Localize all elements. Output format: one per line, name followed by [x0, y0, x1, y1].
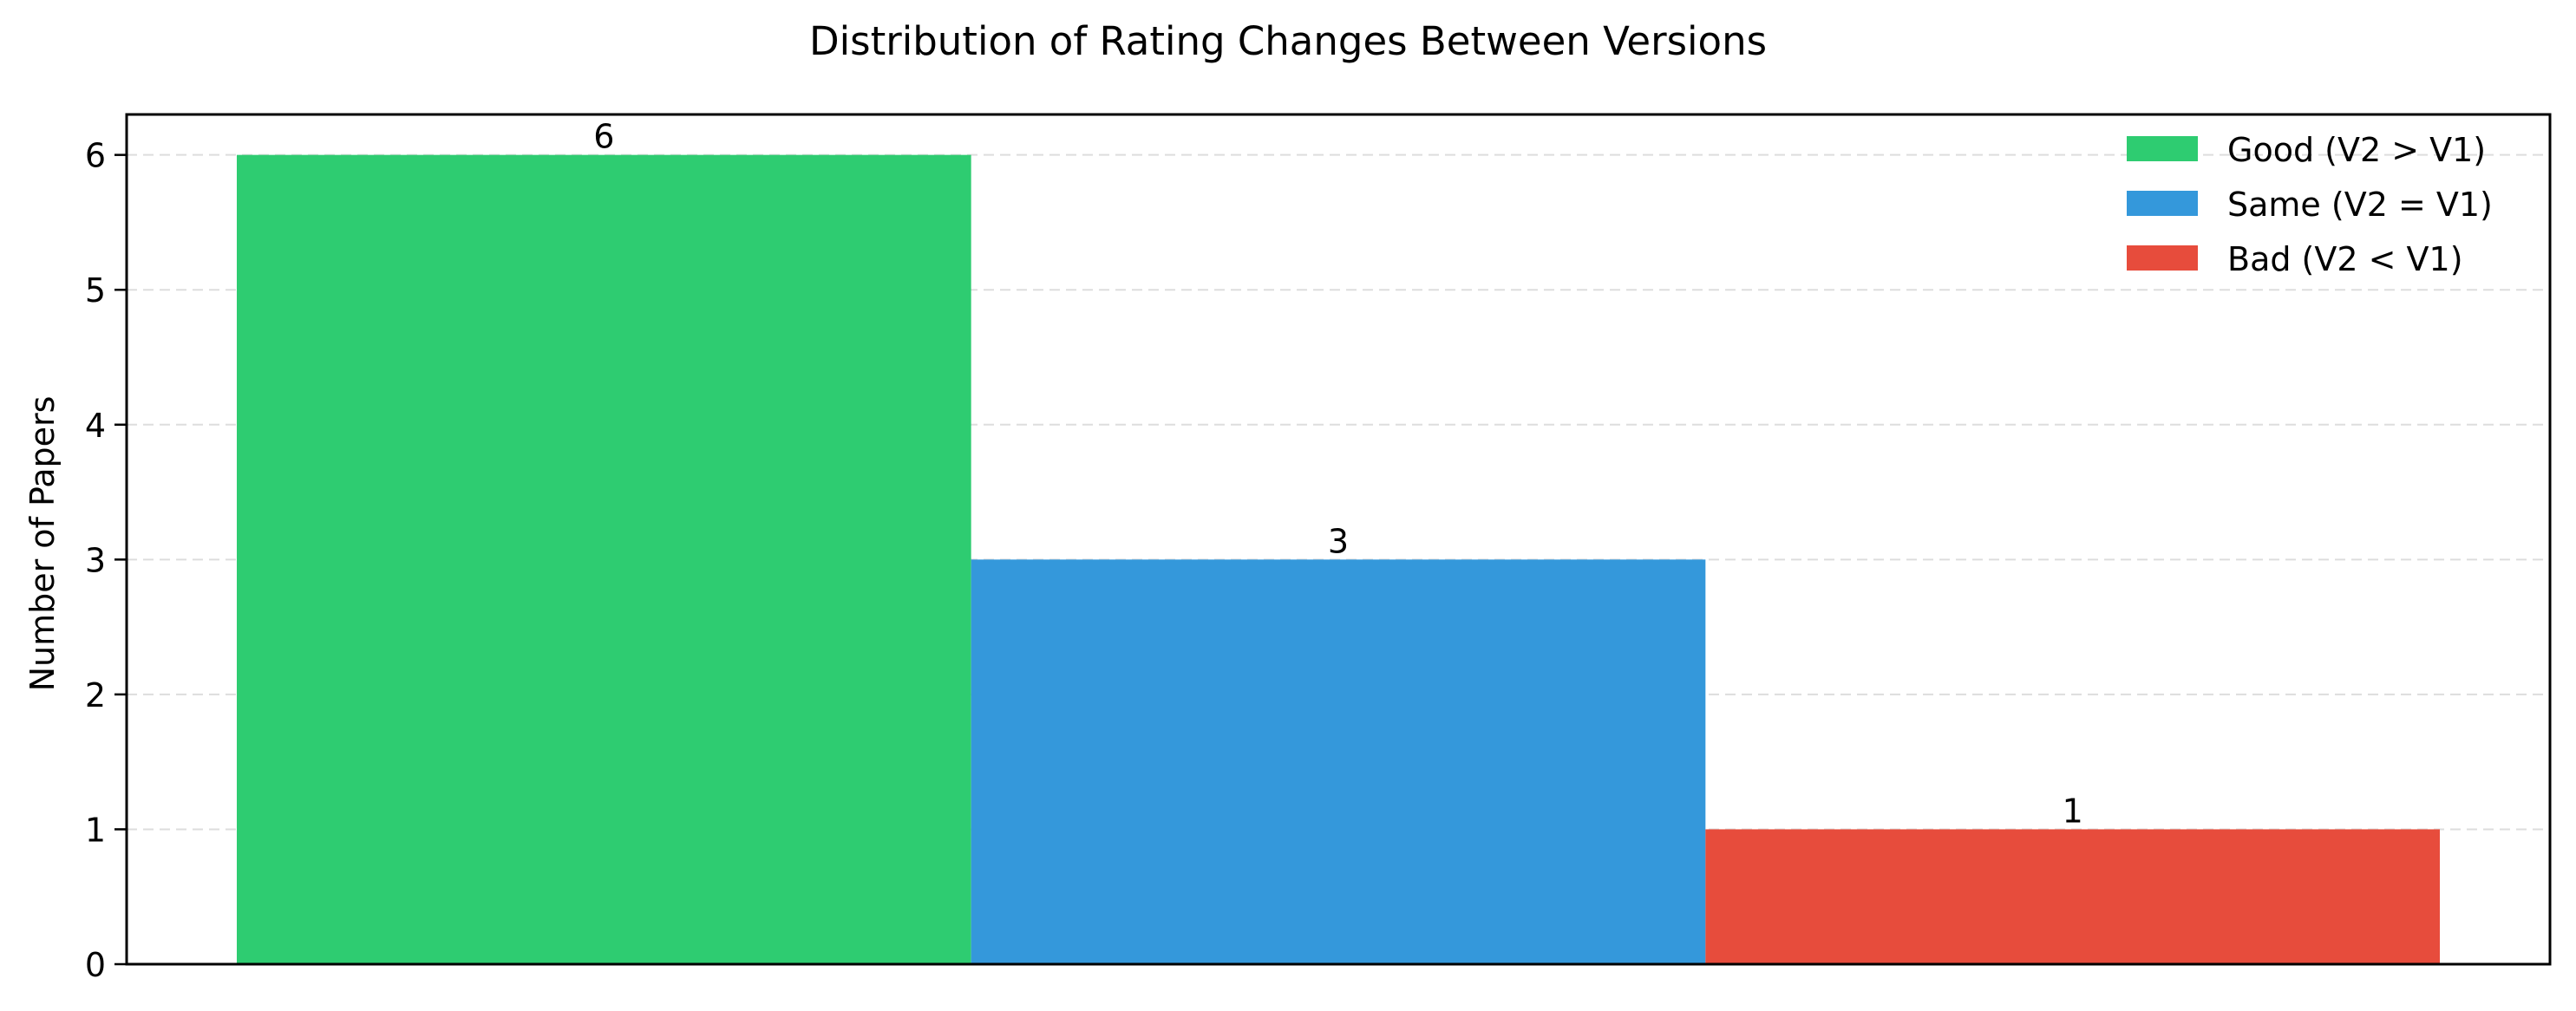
bar-value-label: 1	[2063, 792, 2083, 830]
bar	[971, 559, 1706, 964]
legend-label: Bad (V2 < V1)	[2227, 240, 2463, 278]
plot-frame	[125, 113, 2552, 966]
value-labels: 6 3 1	[593, 118, 2083, 831]
legend-label: Same (V2 = V1)	[2227, 186, 2493, 224]
legend: Good (V2 > V1) Same (V2 = V1) Bad (V2 < V1…	[2127, 131, 2493, 278]
legend-swatch	[2127, 136, 2198, 161]
y-tick-label: 2	[85, 676, 106, 714]
bar	[1705, 829, 2440, 964]
legend-swatch	[2127, 191, 2198, 216]
chart-title: Distribution of Rating Changes Between V…	[809, 18, 1767, 64]
bars	[237, 154, 2440, 964]
y-tick-label: 5	[85, 271, 106, 310]
y-tick-label: 3	[85, 541, 106, 579]
legend-swatch	[2127, 245, 2198, 271]
y-tick-label: 4	[85, 407, 106, 445]
legend-label: Good (V2 > V1)	[2227, 131, 2486, 169]
y-axis-label: Number of Papers	[23, 396, 62, 692]
y-tick-label: 0	[85, 946, 106, 984]
y-tick-label: 1	[85, 811, 106, 849]
y-axis-ticks: 0 1 2 3 4 5 6	[85, 137, 127, 984]
bar-value-label: 6	[593, 118, 614, 156]
bar	[237, 154, 971, 964]
bar-value-label: 3	[1328, 522, 1349, 560]
y-tick-label: 6	[85, 137, 106, 175]
